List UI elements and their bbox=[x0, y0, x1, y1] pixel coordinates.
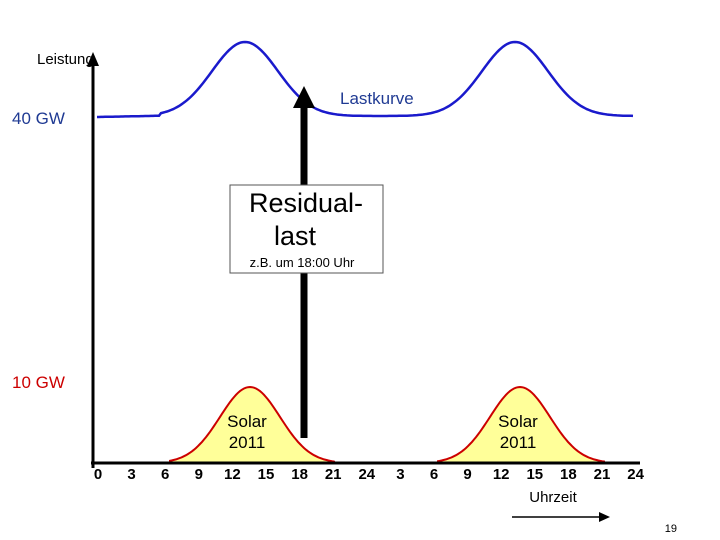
residual-arrow-head bbox=[293, 86, 315, 108]
solar-curve-day2 bbox=[437, 385, 605, 464]
x-tick-label: 9 bbox=[195, 466, 203, 483]
residual-note: z.B. um 18:00 Uhr bbox=[250, 255, 355, 270]
level-low-label: 10 GW bbox=[12, 373, 65, 392]
x-tick-label: 3 bbox=[396, 466, 404, 483]
load-curve bbox=[97, 40, 634, 119]
x-tick-label: 24 bbox=[627, 466, 644, 483]
level-high-label: 40 GW bbox=[12, 109, 65, 128]
x-tick-label: 6 bbox=[161, 466, 169, 483]
residual-box bbox=[229, 184, 384, 274]
x-tick-label: 15 bbox=[258, 466, 275, 483]
solar-label-2-line1: Solar bbox=[498, 412, 538, 431]
x-axis-label: Uhrzeit bbox=[529, 489, 577, 506]
x-tick-label: 18 bbox=[291, 466, 308, 483]
load-curve-label: Lastkurve bbox=[340, 89, 414, 108]
x-tick-label: 0 bbox=[94, 466, 102, 483]
x-tick-label: 9 bbox=[463, 466, 471, 483]
x-tick-labels: 0 3 6 9 12 15 18 21 24 3 6 9 12 15 18 21 24 bbox=[94, 466, 645, 483]
solar-curve-day1 bbox=[169, 385, 337, 464]
x-tick-label: 3 bbox=[127, 466, 135, 483]
x-tick-label: 15 bbox=[526, 466, 543, 483]
residual-title-line1: Residual- bbox=[249, 188, 363, 218]
y-axis-arrow bbox=[87, 52, 99, 66]
solar-label-1-line1: Solar bbox=[227, 412, 267, 431]
x-tick-label: 12 bbox=[224, 466, 241, 483]
x-tick-label: 12 bbox=[493, 466, 510, 483]
time-arrow-head bbox=[599, 512, 610, 522]
x-tick-label: 21 bbox=[594, 466, 611, 483]
solar-label-2-line2: 2011 bbox=[500, 433, 537, 452]
x-tick-label: 6 bbox=[430, 466, 438, 483]
x-tick-label: 18 bbox=[560, 466, 577, 483]
x-tick-label: 21 bbox=[325, 466, 342, 483]
solar-label-1-line2: 2011 bbox=[229, 433, 266, 452]
x-tick-label: 24 bbox=[358, 466, 375, 483]
residual-title-line2: last bbox=[274, 221, 317, 251]
y-axis-label: Leistung bbox=[37, 51, 94, 68]
page-number: 19 bbox=[665, 523, 677, 535]
